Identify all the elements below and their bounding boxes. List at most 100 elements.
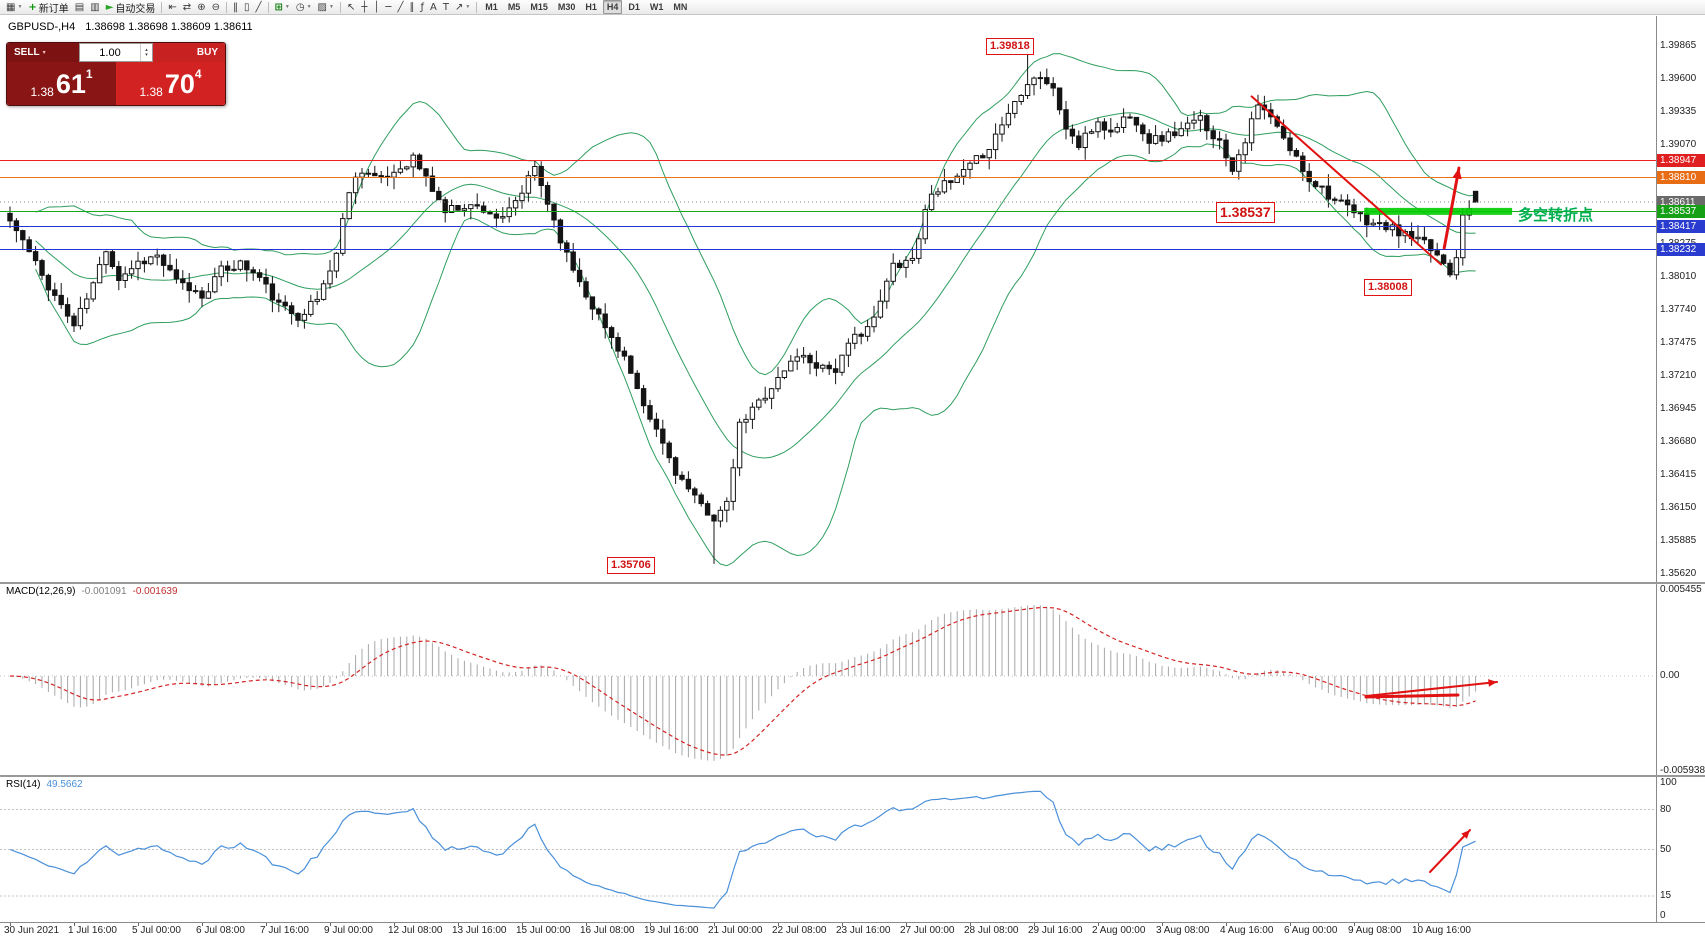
autotrading-icon: ►: [105, 1, 114, 13]
sell-price-sup: 1: [85, 67, 93, 81]
fibonacci-retracement-button[interactable]: ƒ: [418, 1, 426, 14]
price-line-badge: 1.38810: [1657, 171, 1705, 184]
timeframe-d1[interactable]: D1: [628, 2, 640, 12]
zoom-in-button[interactable]: ⊕: [195, 1, 207, 14]
panel-splitter[interactable]: [0, 582, 1705, 584]
timeframe-h4[interactable]: H4: [602, 0, 623, 14]
zoom-out-button[interactable]: ⊖: [210, 1, 222, 14]
timeframe-m1[interactable]: M1: [485, 2, 498, 12]
macd-canvas[interactable]: [0, 584, 1656, 775]
time-tick-label: 29 Jul 16:00: [1028, 925, 1083, 936]
rsi-axis[interactable]: 100 80 50 15 0: [1656, 777, 1705, 922]
autotrading-button[interactable]: ► 自动交易: [104, 1, 158, 15]
new-order-button[interactable]: + 新订单: [26, 1, 70, 15]
candlestick-mode-button[interactable]: ▯: [242, 1, 252, 14]
equidistant-channel-button[interactable]: ∥: [407, 1, 416, 14]
chart-shift-button[interactable]: ⇤: [166, 1, 178, 14]
time-tick-label: 16 Jul 08:00: [580, 925, 635, 936]
sell-button[interactable]: 1.38 61 1: [7, 62, 116, 105]
horizontal-line-icon: ─: [385, 1, 392, 13]
volume-spinner[interactable]: ▴ ▾: [140, 44, 152, 61]
auto-scroll-button[interactable]: ⇄: [181, 1, 193, 14]
arrows-icon: ↗: [454, 1, 464, 13]
volume-down-icon[interactable]: ▾: [145, 51, 148, 58]
price-chart-canvas[interactable]: [0, 16, 1656, 582]
panel-splitter[interactable]: [0, 775, 1705, 777]
timeframe-m30[interactable]: M30: [557, 2, 576, 12]
timeframe-m15[interactable]: M15: [530, 2, 548, 12]
line-chart-mode-button[interactable]: ╱: [253, 1, 263, 14]
time-tick: [1226, 923, 1227, 926]
trendline-annotation[interactable]: [1250, 95, 1443, 266]
timeframe-mn[interactable]: MN: [673, 2, 688, 12]
vertical-line-button[interactable]: │: [371, 1, 381, 14]
time-tick: [138, 923, 139, 926]
macd-axis[interactable]: 0.005455 0.00 -0.005938: [1656, 584, 1705, 776]
sell-caret-icon: ▾: [42, 50, 46, 56]
bollinger-bands: [35, 53, 1476, 567]
bollinger-middle-band: [35, 112, 1476, 459]
sell-price-big: 61: [55, 68, 86, 99]
rsi-panel[interactable]: RSI(14) 49.5662 100 80 50 15 0: [0, 777, 1705, 922]
text-button[interactable]: A: [428, 1, 439, 14]
timeframe-m5[interactable]: M5: [507, 2, 521, 12]
bar-chart-mode-button[interactable]: ‖: [231, 1, 240, 14]
time-tick-label: 7 Jul 16:00: [260, 925, 309, 936]
macd-signal-value: -0.001639: [132, 586, 178, 597]
navigator-icon: ▥: [90, 1, 100, 13]
up-arrow-annotation[interactable]: [1442, 166, 1462, 250]
horizontal-line-button[interactable]: ─: [383, 1, 393, 14]
time-tick: [458, 923, 459, 926]
chart-shift-icon: ⇤: [168, 1, 177, 13]
time-tick: [1098, 923, 1099, 926]
trade-widget-prices: 1.38 61 1 1.38 70 4: [7, 62, 225, 105]
volume-input[interactable]: 1.00 ▴ ▾: [79, 43, 153, 62]
price-annotation-label: 1.35706: [607, 557, 655, 574]
time-tick: [1354, 923, 1355, 926]
navigator-button[interactable]: ▥: [88, 1, 101, 14]
toolbar-separator: [339, 1, 341, 13]
time-axis[interactable]: 30 Jun 2021 1 Jul 16:00 5 Jul 00:00 6 Jul 0…: [0, 922, 1705, 937]
trendline-button[interactable]: ╱: [395, 1, 405, 14]
price-axis[interactable]: 1.398651.396001.393351.390701.388051.385…: [1656, 16, 1705, 582]
time-tick: [586, 923, 587, 926]
rsi-name: RSI(14): [6, 779, 41, 790]
arrows-caret-icon: ▼: [465, 4, 471, 10]
price-line-badge: 1.38232: [1657, 243, 1705, 256]
timeframe-toolbar: M1 M5 M15 M30 H1 H4 D1 W1 MN: [480, 0, 692, 14]
timeframe-w1[interactable]: W1: [649, 2, 664, 12]
market-watch-button[interactable]: ▤: [73, 1, 86, 14]
buy-header[interactable]: BUY: [153, 43, 225, 62]
new-chart-button[interactable]: ▦ ▼: [4, 1, 24, 14]
chart-symbol-info: GBPUSD-,H4 1.38698 1.38698 1.38609 1.3861…: [8, 21, 253, 33]
cursor-button[interactable]: ↖: [345, 1, 357, 14]
buy-button[interactable]: 1.38 70 4: [116, 62, 225, 105]
sell-header[interactable]: SELL ▾: [7, 43, 79, 62]
periods-button[interactable]: ◷ ▼: [294, 1, 314, 14]
volume-up-icon[interactable]: ▴: [145, 46, 148, 53]
rsi-trend-arrow[interactable]: [1429, 829, 1471, 873]
templates-button[interactable]: ▨ ▼: [316, 1, 336, 14]
price-chart-panel[interactable]: GBPUSD-,H4 1.38698 1.38698 1.38609 1.3861…: [0, 16, 1705, 582]
text-label-icon: T: [442, 1, 449, 13]
annotations-layer: [1250, 95, 1513, 266]
indicators-list-button[interactable]: ⊞ ▼: [273, 1, 292, 14]
macd-panel[interactable]: MACD(12,26,9) -0.001091 -0.001639 0.005455…: [0, 584, 1705, 776]
buy-price-sup: 4: [194, 67, 202, 81]
rsi-tick-label: 100: [1660, 777, 1677, 788]
one-click-trading-widget: SELL ▾ 1.00 ▴ ▾ BUY 1.38 61 1: [6, 42, 226, 106]
text-label-button[interactable]: T: [441, 1, 451, 14]
time-tick-label: 9 Jul 00:00: [324, 925, 373, 936]
rsi-canvas[interactable]: [0, 777, 1656, 922]
rsi-line: [9, 790, 1476, 909]
time-tick: [266, 923, 267, 926]
time-tick: [10, 923, 11, 926]
arrows-button[interactable]: ↗ ▼: [453, 1, 472, 14]
new-order-label: 新订单: [38, 3, 69, 15]
zoom-out-icon: ⊖: [211, 1, 220, 13]
candlestick-mode-icon: ▯: [243, 1, 250, 13]
macd-trend-arrows[interactable]: [1364, 679, 1498, 699]
timeframe-h1[interactable]: H1: [585, 2, 597, 12]
macd-signal-line: [9, 606, 1476, 756]
crosshair-button[interactable]: ┼: [359, 1, 369, 14]
